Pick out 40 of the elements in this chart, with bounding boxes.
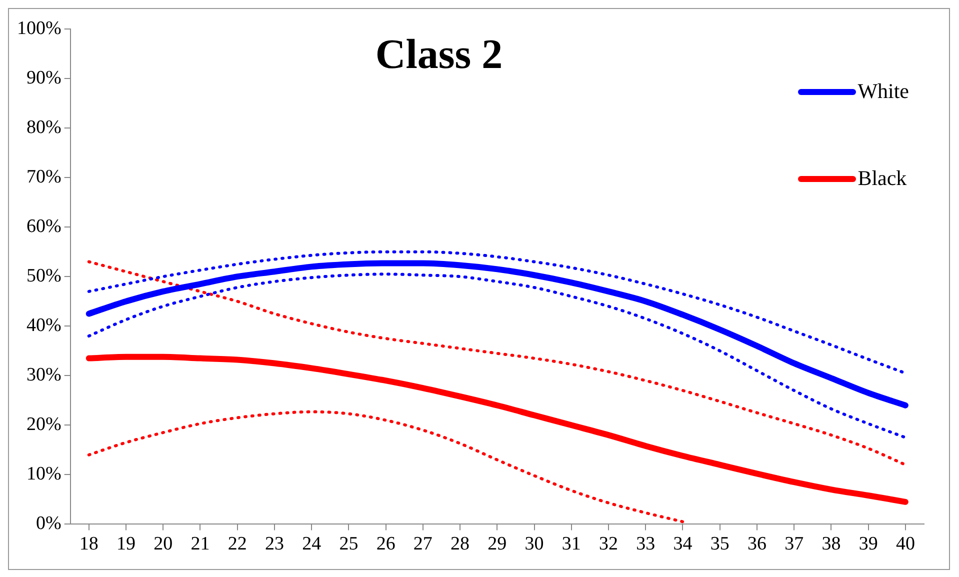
- x-tick-label: 31: [562, 534, 581, 555]
- line-series: [87, 260, 907, 466]
- x-tick-label: 29: [488, 534, 507, 555]
- line-series: [87, 272, 907, 440]
- y-tick-label: 60%: [26, 216, 62, 238]
- x-tick-label: 18: [79, 534, 98, 555]
- x-tick-label: 20: [154, 534, 173, 555]
- x-tick-label: 36: [747, 534, 766, 555]
- x-tick-label: 33: [636, 534, 656, 555]
- x-tick-label: 37: [784, 534, 804, 555]
- y-tick-label: 70%: [26, 166, 62, 188]
- y-tick-label: 100%: [17, 18, 62, 39]
- x-tick-label: 35: [710, 534, 730, 555]
- x-tick-label: 40: [896, 534, 915, 555]
- x-tick-label: 26: [376, 534, 396, 555]
- y-tick-label: 40%: [26, 315, 62, 336]
- x-tick-label: 27: [413, 534, 432, 555]
- x-tick-label: 30: [524, 534, 544, 555]
- x-tick-label: 23: [264, 534, 284, 555]
- x-tick-label: 39: [858, 534, 878, 555]
- y-tick-label: 80%: [26, 117, 62, 138]
- y-tick-label: 10%: [26, 464, 62, 485]
- legend-label: White: [858, 79, 909, 104]
- x-tick-label: 19: [116, 534, 136, 555]
- x-tick-label: 25: [339, 534, 358, 555]
- y-tick-label: 30%: [26, 364, 62, 386]
- line-series: [87, 410, 684, 524]
- x-tick-label: 28: [450, 534, 470, 555]
- x-tick-label: 34: [673, 534, 693, 555]
- chart-title: Class 2: [374, 31, 504, 79]
- x-tick-label: 21: [190, 534, 210, 555]
- x-tick-label: 24: [302, 534, 322, 555]
- y-tick-label: 0%: [36, 513, 62, 534]
- x-tick-label: 22: [228, 534, 247, 555]
- y-tick-label: 50%: [26, 266, 62, 287]
- legend-label: Black: [858, 166, 907, 191]
- y-tick-label: 20%: [26, 414, 62, 436]
- x-tick-label: 32: [599, 534, 618, 555]
- y-tick-label: 90%: [26, 68, 62, 89]
- x-tick-label: 38: [822, 534, 841, 555]
